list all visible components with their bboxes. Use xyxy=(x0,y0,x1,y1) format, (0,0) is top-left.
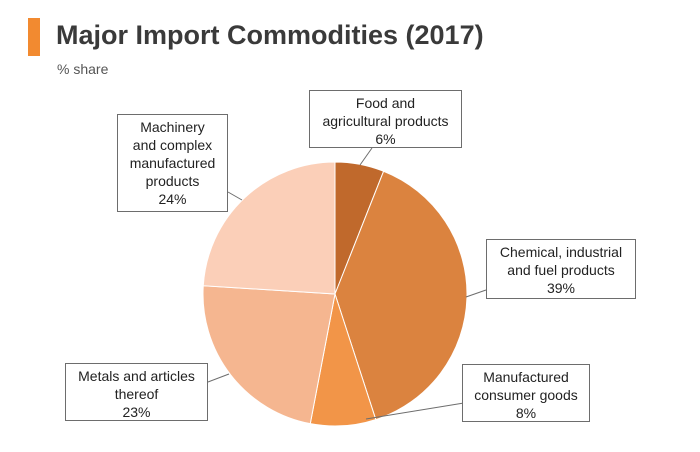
slice-label-food: Food and agricultural products xyxy=(322,95,449,129)
slice-label-machinery: Machinery and complex manufactured produ… xyxy=(129,119,216,189)
pie-slice-metals xyxy=(202,285,336,425)
slice-value-consumer-goods: 8% xyxy=(515,405,537,421)
pie-slice-chemical xyxy=(334,170,468,421)
callout-consumer-goods: Manufactured consumer goods 8% xyxy=(462,364,590,422)
slice-value-food: 6% xyxy=(375,131,396,147)
leader-line-machinery xyxy=(227,191,243,201)
chart-subtitle: % share xyxy=(57,61,109,77)
pie-slice-machinery xyxy=(202,161,336,295)
slice-label-chemical: Chemical, industrial and fuel products xyxy=(499,244,623,278)
chart-title: Major Import Commodities (2017) xyxy=(56,20,484,50)
slice-label-consumer-goods: Manufactured consumer goods xyxy=(474,369,578,403)
callout-food: Food and agricultural products 6% xyxy=(309,90,462,148)
slice-value-metals: 23% xyxy=(122,404,151,420)
slice-label-metals: Metals and articles thereof xyxy=(78,368,195,402)
leader-line-food xyxy=(359,147,373,166)
title-accent-bar xyxy=(28,18,40,56)
slice-value-chemical: 39% xyxy=(546,280,576,296)
leader-line-metals xyxy=(207,373,230,383)
leader-line-consumer-goods xyxy=(365,401,471,420)
callout-metals: Metals and articles thereof 23% xyxy=(65,363,208,421)
callout-chemical: Chemical, industrial and fuel products 3… xyxy=(486,239,636,299)
leader-line-chemical xyxy=(465,289,487,298)
slice-value-machinery: 24% xyxy=(158,191,187,207)
callout-machinery: Machinery and complex manufactured produ… xyxy=(117,114,228,212)
